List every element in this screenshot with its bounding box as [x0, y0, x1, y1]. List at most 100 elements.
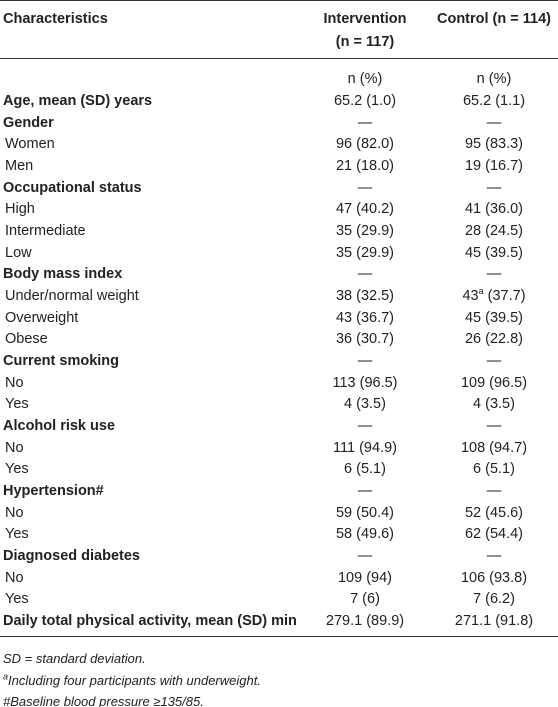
control-cell: 109 (96.5) [430, 372, 558, 394]
control-cell: 108 (94.7) [460, 439, 528, 456]
unit-cell: n (%) [430, 68, 558, 90]
section-label: Daily total physical activity, mean (SD)… [3, 613, 297, 630]
intervention-cell: 38 (32.5) [335, 288, 395, 305]
intervention-cell: 21 (18.0) [335, 158, 395, 174]
footnote: a [3, 671, 9, 682]
control-cell: 6 (5.1) [473, 461, 515, 478]
control-cell: 95 (83.3) [430, 133, 558, 155]
header-cell: (n = 117) [335, 34, 395, 50]
intervention-cell: — [357, 266, 373, 283]
control-cell: 271.1 (91.8) [454, 613, 534, 630]
control-cell: — [486, 114, 502, 131]
item-label: No [5, 439, 24, 456]
intervention-cell: 113 (96.5) [300, 372, 430, 394]
control-cell: 109 (96.5) [460, 374, 528, 391]
intervention-cell: — [357, 483, 373, 500]
section-label: Gender [3, 112, 54, 134]
item-label: Yes [5, 523, 29, 545]
control-cell: 19 (16.7) [430, 155, 558, 177]
intervention-cell: 58 (49.6) [335, 526, 395, 543]
rule [0, 636, 558, 637]
intervention-cell: 36 (30.7) [300, 328, 430, 350]
control-cell: 271.1 (91.8) [430, 610, 558, 632]
intervention-cell: 35 (29.9) [335, 223, 395, 240]
control-cell: 41 (36.0) [464, 201, 524, 218]
control-cell: 52 (45.6) [430, 502, 558, 524]
section-label: Gender [3, 114, 54, 131]
item-label: Overweight [5, 307, 78, 329]
item-label: Women [5, 133, 55, 155]
intervention-cell: 43 (36.7) [300, 307, 430, 329]
control-cell: 19 (16.7) [464, 158, 524, 174]
intervention-cell: 279.1 (89.9) [300, 610, 430, 632]
control-cell: 65.2 (1.1) [462, 93, 526, 109]
control-cell: 41 (36.0) [430, 198, 558, 220]
control-cell: — [486, 353, 502, 370]
unit-cell: n (%) [347, 71, 383, 87]
section-label: Current smoking [3, 353, 120, 370]
control-cell: — [430, 545, 558, 567]
control-cell: 95 (83.3) [464, 136, 524, 153]
intervention-cell: 59 (50.4) [300, 502, 430, 524]
item-label: Yes [5, 591, 29, 608]
section-label: Hypertension# [3, 483, 104, 500]
control-cell: 4 (3.5) [473, 396, 515, 413]
control-cell: — [430, 480, 558, 502]
control-cell: — [486, 179, 502, 196]
intervention-cell: 96 (82.0) [300, 133, 430, 155]
control-cell: — [430, 112, 558, 134]
item-label: Yes [5, 458, 29, 480]
intervention-cell: 36 (30.7) [335, 331, 395, 348]
section-label: Body mass index [3, 263, 122, 285]
item-label: No [5, 569, 24, 586]
intervention-cell: 35 (29.9) [335, 244, 395, 261]
item-label: Low [5, 242, 32, 264]
header-cell: Characteristics [3, 11, 108, 27]
item-label: High [5, 201, 35, 218]
item-label: Yes [5, 393, 29, 415]
item-label: Obese [5, 328, 48, 350]
header-cell: Control (n = 114) [436, 11, 551, 27]
header-cell: Control (n = 114) [430, 8, 558, 30]
control-cell: 52 (45.6) [464, 504, 524, 521]
footnote: aIncluding four participants with underw… [3, 671, 261, 688]
item-label: Yes [5, 526, 29, 543]
intervention-cell: 109 (94) [300, 567, 430, 589]
item-label: Under/normal weight [5, 285, 139, 307]
control-cell: — [430, 350, 558, 372]
control-cell: 45 (39.5) [430, 242, 558, 264]
section-label: Daily total physical activity, mean (SD)… [3, 610, 297, 632]
item-label: No [5, 372, 24, 394]
control-cell: — [486, 548, 502, 565]
section-label: Current smoking [3, 350, 119, 372]
control-cell: 108 (94.7) [430, 437, 558, 459]
intervention-cell: — [300, 545, 430, 567]
intervention-cell: 113 (96.5) [332, 374, 398, 391]
intervention-cell: 4 (3.5) [344, 396, 386, 413]
intervention-cell: 111 (94.9) [333, 439, 397, 456]
rule [0, 58, 558, 59]
control-cell: — [486, 266, 502, 283]
control-cell: 106 (93.8) [430, 567, 558, 589]
intervention-cell: 43 (36.7) [335, 309, 395, 326]
control-cell: 26 (22.8) [464, 331, 524, 348]
footnote: #Baseline blood pressure ≥135/85. [3, 694, 204, 707]
intervention-cell: 58 (49.6) [300, 523, 430, 545]
intervention-cell: — [357, 114, 373, 131]
footnote: #Baseline blood pressure ≥135/85. [3, 694, 204, 707]
rule [0, 0, 558, 1]
section-label: Alcohol risk use [3, 415, 115, 437]
header-cell: Characteristics [3, 8, 108, 30]
section-label: Diagnosed diabetes [3, 548, 140, 565]
header-cell: (n = 117) [300, 31, 430, 53]
section-label: Occupational status [3, 179, 142, 196]
intervention-cell: 65.2 (1.0) [333, 93, 397, 109]
section-label: Body mass index [3, 266, 123, 283]
control-cell: — [430, 177, 558, 199]
intervention-cell: — [300, 177, 430, 199]
item-label: Yes [5, 588, 29, 610]
control-cell: — [486, 483, 502, 500]
item-label: Yes [5, 396, 29, 413]
header-cell: Intervention [300, 8, 430, 30]
